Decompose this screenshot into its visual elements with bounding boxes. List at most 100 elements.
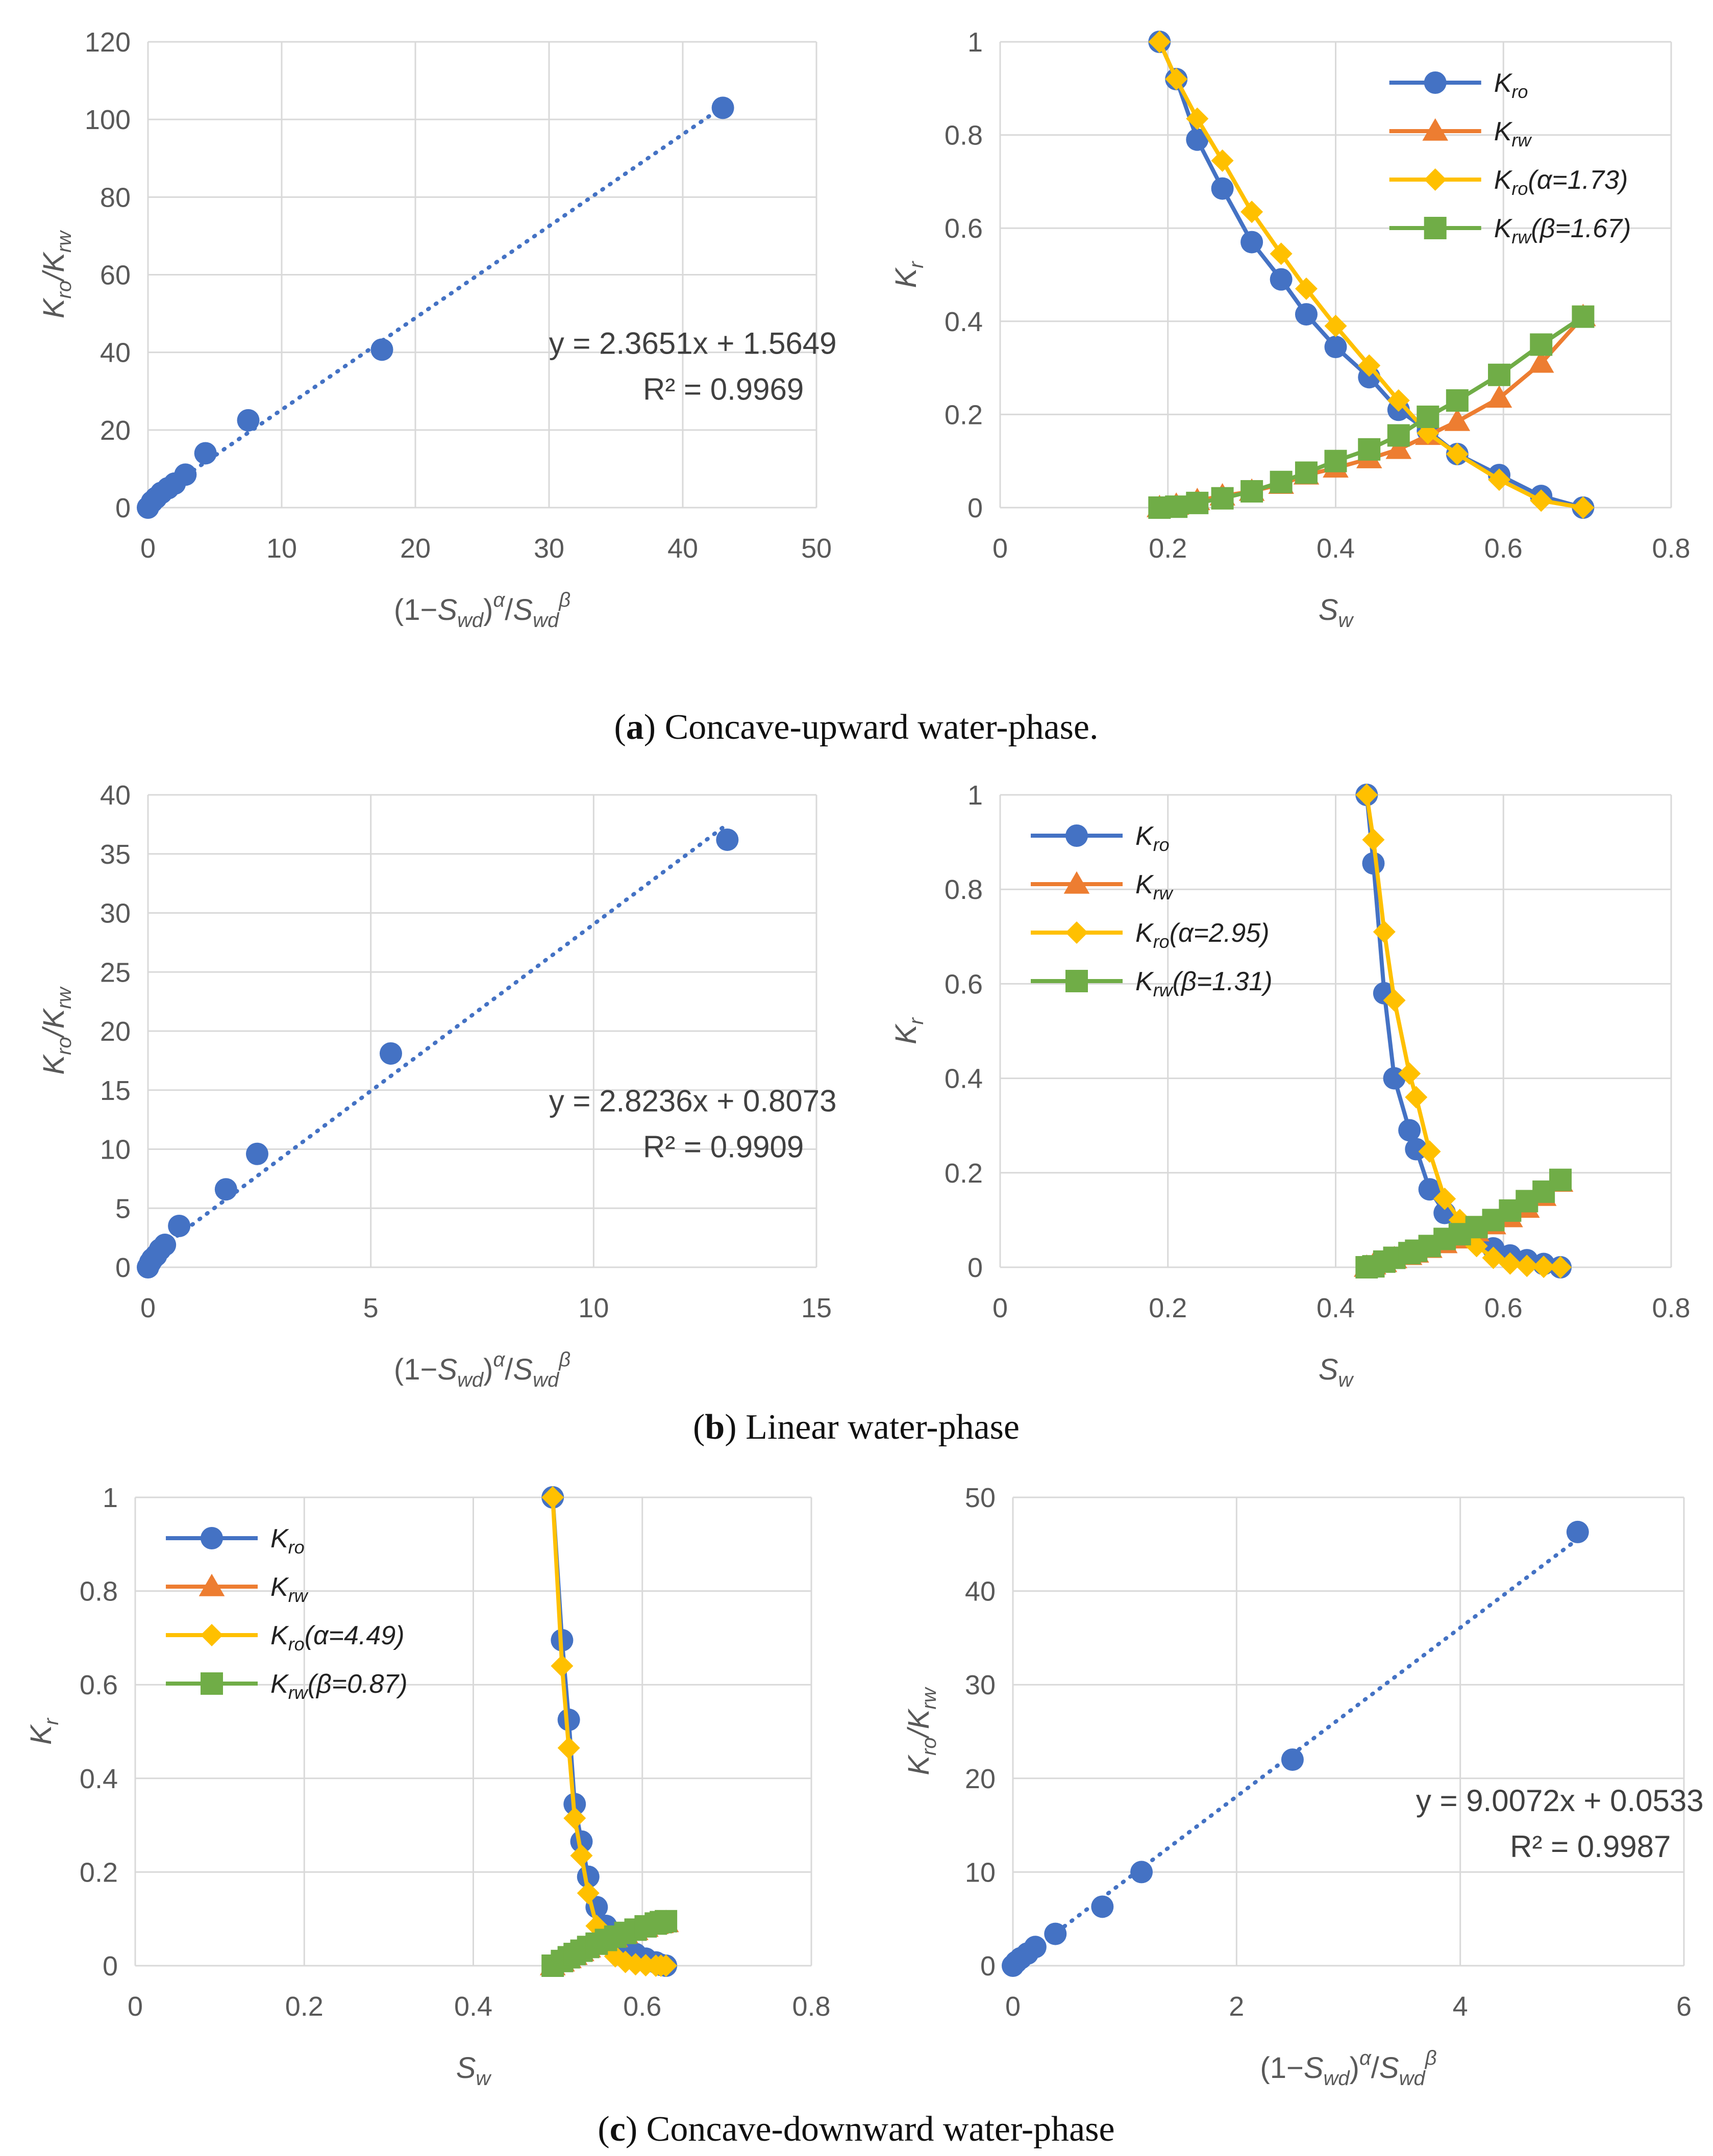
x-tick-label: 0.4	[1317, 1293, 1355, 1323]
series-point	[1211, 177, 1234, 200]
series-point	[1446, 443, 1469, 466]
y-tick-label: 0.6	[80, 1670, 118, 1700]
chart-b-right: 0 0.2 0.4 0.6 0.800.20.40.60.81SwKrKroKrwKro…	[889, 780, 1691, 1391]
x-axis-label: Sw	[1319, 593, 1355, 632]
data-point	[194, 442, 217, 465]
series-line	[1159, 315, 1585, 510]
y-tick-label: 80	[100, 182, 131, 213]
series-line	[1159, 315, 1584, 510]
x-tick-label: 0.8	[792, 1991, 830, 2022]
x-tick-label: 0	[992, 533, 1008, 564]
series-point	[1398, 1119, 1421, 1142]
trendline-equation: y = 2.8236x + 0.8073	[549, 1084, 837, 1118]
legend-marker	[201, 1624, 223, 1646]
chart-c-right: 0 2 4 6 0 10 20 30 40 50 (1−Swd)α/Swdβ Kro/Krw y = 9…	[902, 1483, 1704, 2090]
x-tick-label: 0	[128, 1991, 143, 2022]
series-point	[1240, 200, 1263, 223]
legend-marker	[1424, 217, 1447, 239]
series-point	[557, 1737, 580, 1760]
series-point	[1324, 336, 1347, 359]
legend-label: Krw(β=1.31)	[1135, 967, 1273, 1000]
series-point	[1446, 389, 1469, 412]
series-point	[1165, 68, 1188, 91]
x-tick-label: 0.8	[1652, 1293, 1690, 1323]
y-tick-label: 120	[85, 27, 131, 58]
series-point	[1270, 470, 1293, 493]
series-point	[1324, 449, 1347, 472]
y-tick-label: 1	[967, 27, 983, 58]
series-point	[1270, 242, 1293, 265]
y-tick-label: 50	[965, 1483, 996, 1513]
data-point	[379, 1042, 402, 1065]
series-point	[1358, 354, 1381, 377]
y-tick-label: 60	[100, 260, 131, 291]
series-point	[541, 1486, 564, 1509]
series-point	[1295, 461, 1318, 484]
series-point	[1211, 487, 1234, 510]
x-tick-label: 50	[801, 533, 832, 564]
legend-marker	[201, 1672, 223, 1695]
chart-a-left: 0 10 20 30 40 50 0 20 40 60 80 100 120 (1−Swd)α/Swdβ K…	[37, 27, 837, 632]
y-axis-label: Kro/Krw	[37, 986, 76, 1074]
series-line	[1157, 41, 1584, 510]
y-tick-label: 0.4	[945, 1064, 983, 1094]
legend-label: Kro(α=2.95)	[1135, 918, 1270, 952]
y-tick-label: 0	[103, 1951, 118, 1982]
legend-label: Kro	[270, 1524, 305, 1558]
legend-label: Krw	[1135, 870, 1174, 904]
x-tick-label: 6	[1676, 1991, 1692, 2022]
series-point	[551, 1654, 574, 1677]
legend-label: Krw(β=1.67)	[1494, 214, 1631, 247]
series-point	[1572, 305, 1595, 328]
series-point	[1387, 424, 1410, 447]
caption-a: (a) Concave-upward water-phase.	[614, 708, 1098, 747]
data-point	[154, 1234, 177, 1257]
series-point	[1358, 438, 1381, 461]
series-point	[1444, 408, 1471, 431]
data-point	[237, 409, 260, 432]
legend-label: Krw	[270, 1572, 309, 1606]
legend: Kro Krw Kro(α=2.95) Krw(β=1.31)	[1031, 821, 1273, 1000]
series-point	[557, 1709, 580, 1732]
x-tick-label: 20	[400, 533, 431, 564]
series-point	[1240, 480, 1263, 503]
x-tick-label: 0.2	[1149, 533, 1187, 564]
series-point	[1362, 828, 1385, 851]
x-tick-label: 0.2	[285, 1991, 324, 2022]
trendline	[1011, 1537, 1580, 1968]
series-point	[1499, 1252, 1522, 1275]
y-axis-label: Kr	[24, 1717, 63, 1745]
data-point	[174, 463, 197, 486]
y-axis-label: Kro/Krw	[902, 1686, 940, 1775]
y-tick-label: 0	[967, 1252, 983, 1283]
y-axis-label: Kr	[889, 1017, 928, 1044]
data-point	[1091, 1895, 1114, 1918]
y-tick-label: 0.6	[945, 969, 983, 999]
y-tick-label: 10	[100, 1135, 131, 1165]
series-point	[1148, 31, 1171, 53]
y-tick-label: 40	[100, 780, 131, 811]
x-tick-label: 0.4	[454, 1991, 492, 2022]
series-point	[1398, 1062, 1421, 1085]
series-point	[1295, 277, 1318, 300]
y-tick-label: 35	[100, 839, 131, 870]
y-tick-label: 0	[115, 1252, 131, 1283]
chart-a-right: 0 0.2 0.4 0.6 0.800.20.40.60.81SwKrKroKrwKro…	[889, 27, 1691, 632]
series-point	[1418, 1178, 1441, 1201]
series-point	[1486, 385, 1512, 408]
legend-marker	[1422, 118, 1448, 141]
trendline	[146, 822, 730, 1260]
caption-b: (b) Linear water-phase	[693, 1408, 1020, 1447]
y-tick-label: 40	[965, 1576, 996, 1607]
y-tick-label: 0.8	[80, 1576, 118, 1607]
series-point	[1530, 489, 1553, 512]
trendline-equation: y = 9.0072x + 0.0533	[1416, 1784, 1704, 1818]
y-tick-label: 0.4	[945, 307, 983, 337]
data-point	[214, 1178, 237, 1201]
series-point	[1165, 495, 1188, 518]
series-point	[655, 1954, 678, 1977]
x-tick-label: 10	[578, 1293, 609, 1323]
series-point	[1240, 231, 1263, 254]
series-point	[1488, 468, 1511, 491]
legend-label: Kro	[1135, 821, 1170, 855]
